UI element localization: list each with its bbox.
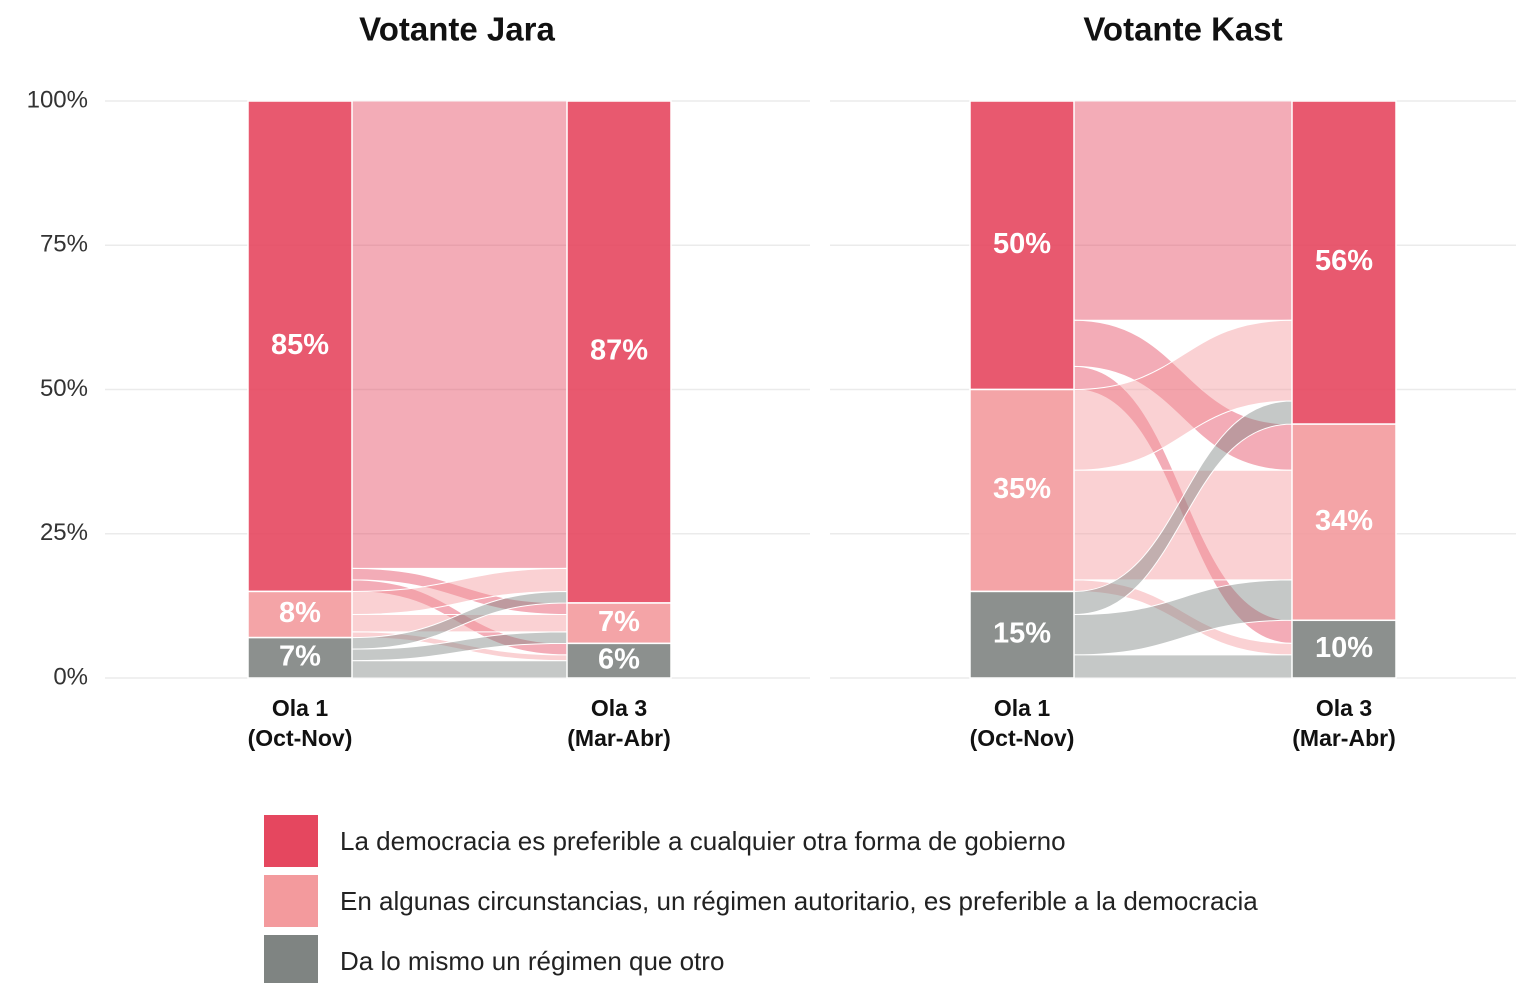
y-tick-label: 75% [40, 231, 88, 258]
legend-label: Da lo mismo un régimen que otro [340, 946, 724, 976]
panel-title: Votante Jara [359, 11, 555, 48]
bar-segment [566, 100, 672, 604]
bar-segment [1291, 619, 1397, 679]
flow [351, 100, 568, 569]
bar-segment [969, 100, 1075, 391]
bar-segment [247, 590, 353, 639]
value-label: 35% [993, 473, 1051, 505]
legend-label: La democracia es preferible a cualquier … [340, 826, 1066, 856]
x-tick-sublabel: (Oct-Nov) [970, 725, 1075, 751]
value-label: 15% [993, 617, 1051, 649]
value-label: 34% [1315, 505, 1373, 537]
x-tick-sublabel: (Mar-Abr) [567, 725, 671, 751]
flow [1073, 100, 1293, 321]
value-label: 8% [279, 597, 321, 629]
legend-swatch [264, 935, 318, 987]
bar-segment [247, 100, 353, 593]
flow [1073, 654, 1293, 679]
bar-segment [566, 642, 672, 679]
value-label: 7% [598, 606, 640, 638]
legend-label: En algunas circunstancias, un régimen au… [340, 886, 1258, 916]
bar-segment [1291, 423, 1397, 622]
x-tick-label: Ola 3 [1316, 695, 1372, 721]
x-tick-label: Ola 1 [994, 695, 1050, 721]
bar-segment [247, 636, 353, 679]
value-label: 10% [1315, 632, 1373, 664]
bar-segment [566, 602, 672, 645]
x-tick-sublabel: (Oct-Nov) [248, 725, 353, 751]
value-label: 85% [271, 329, 329, 361]
flow [1073, 469, 1293, 581]
value-label: 7% [279, 640, 321, 672]
value-label: 56% [1315, 245, 1373, 277]
x-tick-sublabel: (Mar-Abr) [1292, 725, 1396, 751]
x-tick-label: Ola 3 [591, 695, 647, 721]
y-tick-label: 0% [53, 663, 88, 690]
bar-segment [1291, 100, 1397, 425]
legend-swatch [264, 815, 318, 867]
bar-segment [969, 590, 1075, 679]
flow [351, 660, 568, 679]
value-label: 87% [590, 335, 648, 367]
y-tick-label: 100% [27, 86, 88, 113]
bar-segment [969, 388, 1075, 593]
y-tick-label: 25% [40, 519, 88, 546]
y-tick-label: 50% [40, 375, 88, 402]
value-label: 50% [993, 228, 1051, 260]
x-tick-label: Ola 1 [272, 695, 328, 721]
legend-swatch [264, 875, 318, 927]
value-label: 6% [598, 643, 640, 675]
panel-title: Votante Kast [1083, 11, 1282, 48]
